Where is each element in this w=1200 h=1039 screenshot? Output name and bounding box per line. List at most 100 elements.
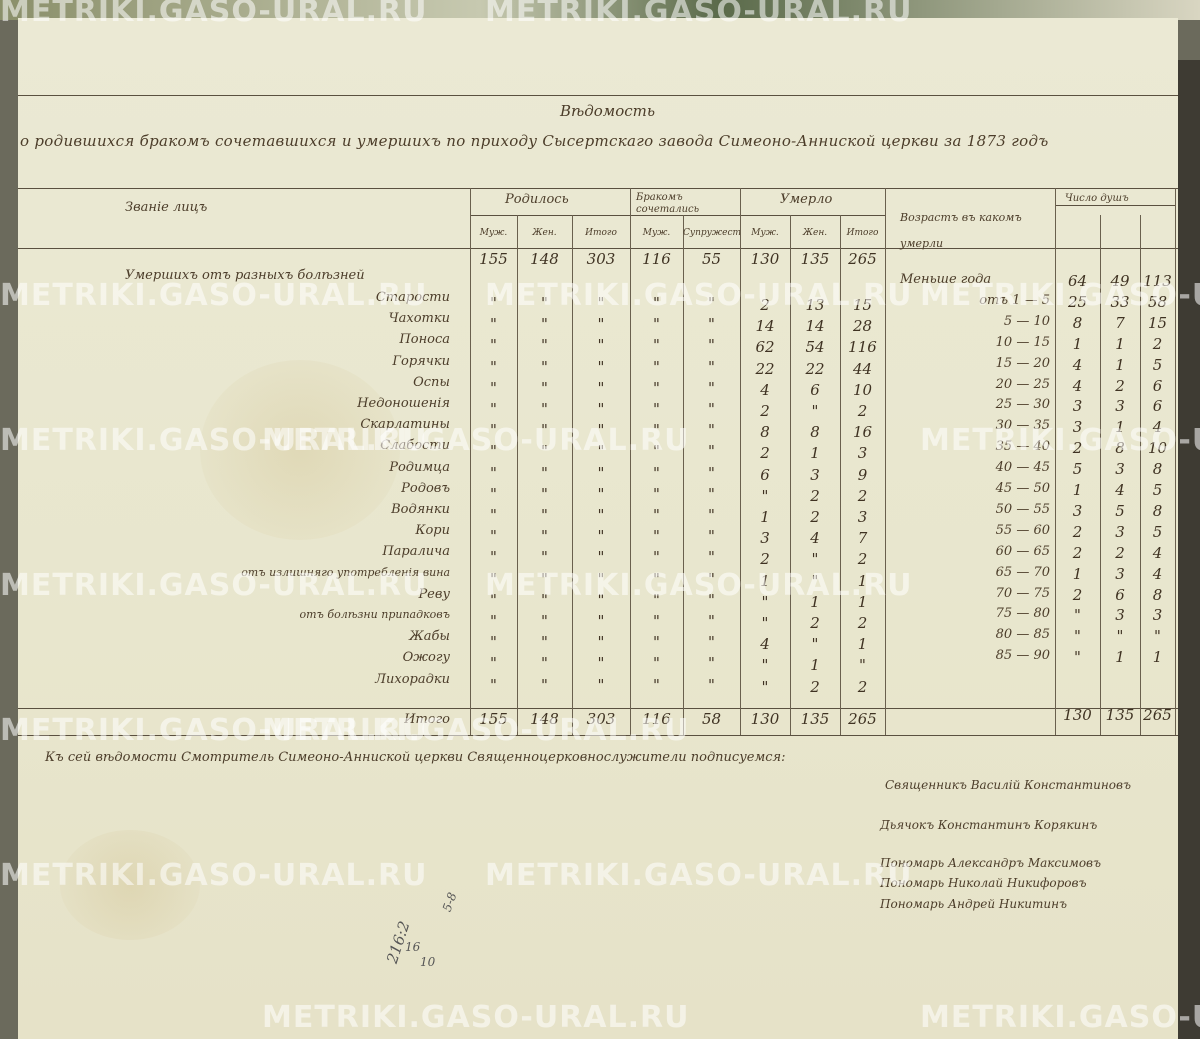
attestation-text: Къ сей вѣдомости Смотритель Симеоно-Анни… bbox=[45, 750, 786, 765]
died-value: 7 bbox=[857, 529, 868, 548]
age-range: 65 — 70 bbox=[995, 564, 1050, 580]
cause-label: Жабы bbox=[409, 629, 450, 645]
souls-value: 1 bbox=[1072, 481, 1083, 499]
ditto-mark: " bbox=[597, 654, 605, 673]
souls-value: 3 bbox=[1115, 606, 1125, 625]
souls-value: 2 bbox=[1115, 376, 1125, 395]
ditto-mark: " bbox=[490, 378, 497, 397]
age-range: 20 — 25 bbox=[995, 376, 1050, 392]
header-souls: Число душъ bbox=[1065, 193, 1129, 204]
ditto-mark: " bbox=[708, 357, 715, 376]
ditto-mark: " bbox=[708, 548, 715, 567]
column-rule bbox=[630, 188, 631, 735]
column-rule bbox=[470, 188, 471, 735]
column-rule bbox=[840, 215, 841, 735]
cause-label: Слабости bbox=[380, 438, 450, 454]
ditto-mark: " bbox=[653, 400, 660, 418]
ditto-mark: " bbox=[490, 548, 497, 567]
ditto-mark: " bbox=[597, 569, 605, 588]
souls-value: 3 bbox=[1115, 564, 1125, 583]
first-row-label: Умершихъ отъ разныхъ болѣзней bbox=[125, 268, 365, 283]
column-rule bbox=[572, 215, 573, 735]
souls-value: 25 bbox=[1067, 292, 1088, 311]
watermark-text: METRIKI.GASO-URAL.RU bbox=[0, 278, 428, 313]
ditto-mark: " bbox=[708, 569, 715, 588]
souls-value: 49 bbox=[1110, 272, 1130, 290]
watermark-text: METRIKI.GASO-URAL.RU bbox=[262, 713, 690, 748]
ditto-mark: " bbox=[653, 548, 660, 567]
souls-value: 8 bbox=[1152, 501, 1163, 520]
ditto-mark: " bbox=[541, 294, 548, 312]
souls-value: 3 bbox=[1072, 397, 1083, 416]
cause-label: Скарлатины bbox=[360, 417, 450, 433]
died-value: 8 bbox=[810, 423, 820, 442]
ditto-mark: " bbox=[541, 590, 548, 609]
subheader: Муж. bbox=[642, 228, 671, 238]
total-value: 135 bbox=[800, 710, 830, 728]
cause-label: Горячки bbox=[392, 353, 450, 369]
cause-label: Ожогу bbox=[402, 650, 450, 666]
cause-label: Реву bbox=[418, 586, 450, 602]
souls-value: 8 bbox=[1115, 439, 1125, 458]
ditto-mark: " bbox=[597, 675, 605, 694]
ditto-mark: " bbox=[541, 548, 548, 567]
died-value: 3 bbox=[810, 465, 820, 484]
souls-value: 7 bbox=[1115, 313, 1125, 332]
died-value: 14 bbox=[755, 317, 775, 336]
ditto-mark: " bbox=[597, 612, 605, 630]
souls-value: " bbox=[1074, 606, 1081, 625]
ditto-mark: " bbox=[653, 357, 660, 376]
age-range: 70 — 75 bbox=[995, 585, 1050, 601]
ditto-mark: " bbox=[708, 633, 715, 652]
ditto-mark: " bbox=[597, 633, 605, 652]
document-heading: Вѣдомость bbox=[560, 102, 656, 120]
column-rule bbox=[517, 215, 518, 735]
died-value: 22 bbox=[805, 359, 825, 378]
souls-value: 3 bbox=[1115, 460, 1125, 479]
ditto-mark: " bbox=[708, 442, 715, 461]
first-row-value: 265 bbox=[848, 250, 877, 268]
ditto-mark: " bbox=[708, 484, 715, 503]
age-range: 60 — 65 bbox=[995, 543, 1050, 559]
ditto-mark: " bbox=[708, 421, 715, 440]
totals-label: Итого bbox=[404, 712, 450, 727]
ditto-mark: " bbox=[490, 421, 497, 440]
cause-label: Оспы bbox=[413, 374, 450, 390]
total-value: 303 bbox=[586, 710, 616, 728]
died-value: 1 bbox=[760, 508, 770, 526]
column-rule bbox=[740, 188, 741, 735]
died-value: 1 bbox=[810, 592, 820, 611]
watermark-text: METRIKI.GASO-URAL.RU bbox=[0, 858, 428, 893]
table-rule bbox=[18, 248, 1178, 249]
souls-value: " bbox=[1074, 627, 1081, 646]
died-value: 15 bbox=[852, 296, 873, 314]
died-value: 6 bbox=[760, 465, 770, 484]
souls-value: 5 bbox=[1152, 355, 1163, 374]
total-value: 58 bbox=[701, 710, 722, 728]
header-married: Бракомъ сочетались bbox=[636, 192, 700, 215]
souls-value: 1 bbox=[1115, 334, 1125, 353]
age-range: 75 — 80 bbox=[995, 606, 1050, 622]
ditto-mark: " bbox=[653, 484, 660, 503]
table-rule bbox=[18, 735, 1178, 736]
died-value: 2 bbox=[857, 486, 868, 505]
ditto-mark: " bbox=[541, 633, 548, 652]
ditto-mark: " bbox=[541, 506, 548, 524]
cause-label: Родовъ bbox=[401, 480, 450, 496]
souls-value: 64 bbox=[1067, 272, 1088, 290]
died-value: 1 bbox=[857, 571, 868, 590]
died-value: 8 bbox=[760, 423, 770, 442]
total-value: 155 bbox=[479, 710, 508, 728]
watermark-text: METRIKI.GASO-URAL.RU bbox=[485, 858, 913, 893]
cause-label: Кори bbox=[415, 523, 450, 539]
souls-value: 6 bbox=[1152, 397, 1163, 416]
souls-value: 3 bbox=[1152, 606, 1163, 625]
souls-value: 1 bbox=[1152, 648, 1163, 667]
died-value: 1 bbox=[760, 571, 770, 590]
age-range: 5 — 10 bbox=[1003, 313, 1050, 329]
ditto-mark: " bbox=[541, 315, 548, 334]
died-value: 6 bbox=[810, 380, 820, 399]
ditto-mark: " bbox=[597, 421, 605, 440]
died-value: " bbox=[811, 635, 819, 654]
ditto-mark: " bbox=[490, 590, 497, 609]
